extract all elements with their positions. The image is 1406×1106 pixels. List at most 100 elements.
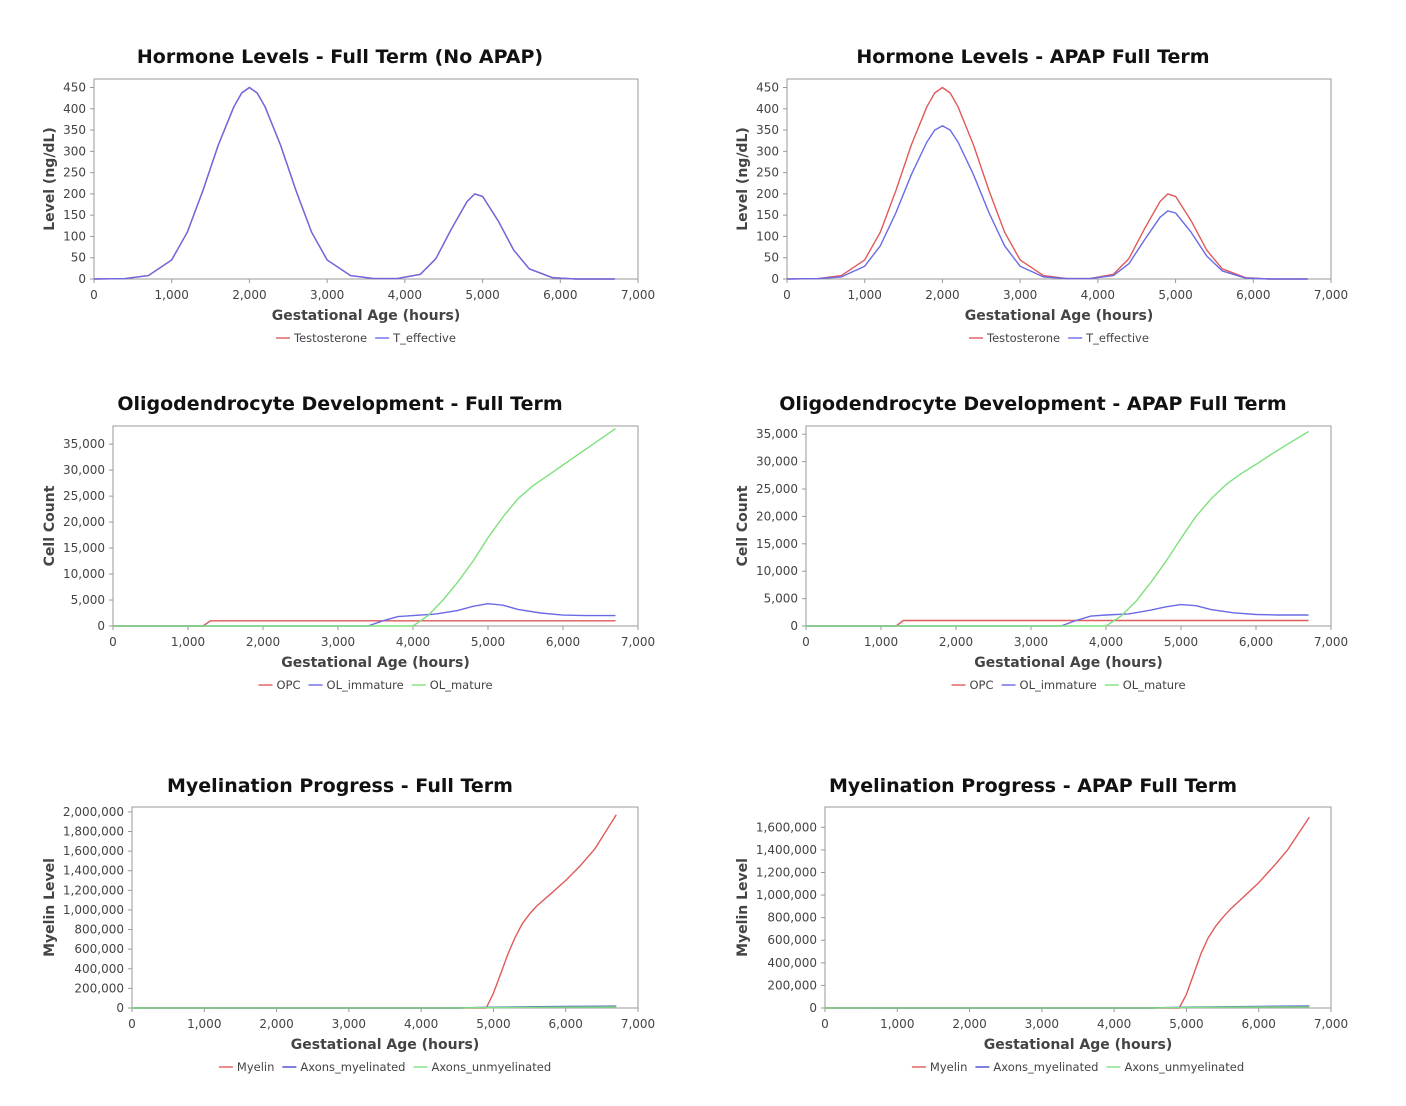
x-tick-label: 2,000 [259,1017,293,1031]
chart-panel-1: Hormone Levels - Full Term (No APAP) 0 1,0… [42,46,655,345]
y-tick-label: 1,000,000 [63,903,124,917]
x-tick-label: 3,000 [1014,635,1048,649]
x-tick-label: 7,000 [621,288,655,302]
y-tick-label: 300 [756,144,779,158]
y-tick-label: 0 [78,272,86,286]
y-tick-label: 400 [63,102,86,116]
x-tick-label: 5,000 [476,1017,510,1031]
x-tick-label: 6,000 [1236,288,1270,302]
x-tick-label: 2,000 [925,288,959,302]
y-tick-label: 1,400,000 [756,843,817,857]
plot-area [824,806,1332,1009]
y-tick-label: 1,000,000 [756,888,817,902]
x-tick-label: 4,000 [396,635,430,649]
x-tick-label: 3,000 [1003,288,1037,302]
y-tick-label: 250 [63,166,86,180]
series-line-t-effective [93,86,615,280]
y-tick-label: 30,000 [63,463,105,477]
y-tick-label: 1,200,000 [63,883,124,897]
y-tick-label: 200,000 [74,981,124,995]
series-line-axons-unmyelinated [131,1006,617,1009]
y-tick-label: 400,000 [74,962,124,976]
legend-label: T_effective [392,331,456,345]
legend: Testosterone T_effective [969,331,1149,345]
x-tick-label: 4,000 [388,288,422,302]
x-tick-label: 4,000 [1097,1017,1131,1031]
chart-title: Hormone Levels - APAP Full Term [856,46,1209,68]
series-line-ol-mature [113,428,616,627]
y-tick-label: 800,000 [74,923,124,937]
y-tick-label: 100 [63,229,86,243]
y-tick-label: 200,000 [767,978,817,992]
y-tick-label: 25,000 [756,482,798,496]
legend-label: Myelin [930,1060,967,1074]
legend-label: OL_mature [1123,678,1186,692]
x-tick-label: 4,000 [404,1017,438,1031]
y-tick-label: 150 [63,208,86,222]
legend-label: OPC [277,678,301,692]
y-axis-label: Myelin Level [42,858,58,957]
x-tick-label: 0 [109,635,117,649]
legend-label: Axons_myelinated [300,1060,405,1074]
x-tick-label: 1,000 [187,1017,221,1031]
plot-area [131,806,639,1009]
legend-label: Axons_unmyelinated [431,1060,551,1074]
series-line-ol-mature [806,430,1309,627]
y-tick-label: 100 [756,229,779,243]
legend: Myelin Axons_myelinated Axons_unmyelinated [218,1060,551,1074]
legend-label: OL_mature [430,678,493,692]
x-tick-label: 7,000 [1314,1017,1348,1031]
plot-area [805,425,1332,627]
y-tick-label: 2,000,000 [63,805,124,819]
y-tick-label: 1,800,000 [63,825,124,839]
x-tick-label: 2,000 [232,288,266,302]
x-tick-label: 7,000 [1314,635,1348,649]
legend-label: OL_immature [327,678,404,692]
x-tick-label: 1,000 [155,288,189,302]
y-tick-label: 0 [97,619,105,633]
x-axis-label: Gestational Age (hours) [291,1037,479,1053]
legend-label: Axons_unmyelinated [1124,1060,1244,1074]
y-tick-label: 10,000 [756,564,798,578]
y-tick-label: 400 [756,102,779,116]
series-line-opc [113,620,616,627]
y-tick-label: 600,000 [74,942,124,956]
chart-title: Oligodendrocyte Development - Full Term [117,393,562,415]
chart-panel-2: Hormone Levels - APAP Full Term 0 1,000 2,0… [735,46,1348,345]
y-tick-label: 600,000 [767,933,817,947]
x-tick-label: 1,000 [880,1017,914,1031]
x-tick-label: 1,000 [864,635,898,649]
x-tick-label: 2,000 [939,635,973,649]
y-tick-label: 200 [63,187,86,201]
y-tick-label: 350 [756,123,779,137]
series-line-myelin [825,816,1310,1009]
y-tick-label: 0 [116,1001,124,1015]
x-tick-label: 4,000 [1089,635,1123,649]
y-tick-label: 0 [809,1001,817,1015]
plot-area [93,78,639,280]
x-tick-label: 0 [783,288,791,302]
x-axis-label: Gestational Age (hours) [281,655,469,671]
x-tick-label: 4,000 [1081,288,1115,302]
y-axis-label: Myelin Level [735,858,751,957]
chart-panel-4: Oligodendrocyte Development - APAP Full … [735,393,1348,692]
x-tick-label: 1,000 [171,635,205,649]
y-tick-label: 15,000 [63,541,105,555]
legend: Myelin Axons_myelinated Axons_unmyelinated [911,1060,1244,1074]
y-tick-label: 250 [756,166,779,180]
x-tick-label: 3,000 [310,288,344,302]
x-tick-label: 5,000 [471,635,505,649]
y-tick-label: 20,000 [756,509,798,523]
legend: OPC OL_immature OL_mature [258,678,493,692]
y-tick-label: 350 [63,123,86,137]
x-tick-label: 7,000 [621,1017,655,1031]
y-tick-label: 35,000 [756,427,798,441]
y-tick-label: 1,200,000 [756,865,817,879]
x-tick-label: 6,000 [1239,635,1273,649]
x-tick-label: 0 [821,1017,829,1031]
x-axis-label: Gestational Age (hours) [984,1037,1172,1053]
y-tick-label: 300 [63,144,86,158]
legend-label: Myelin [237,1060,274,1074]
legend-label: Testosterone [986,331,1060,345]
y-tick-label: 5,000 [71,593,105,607]
